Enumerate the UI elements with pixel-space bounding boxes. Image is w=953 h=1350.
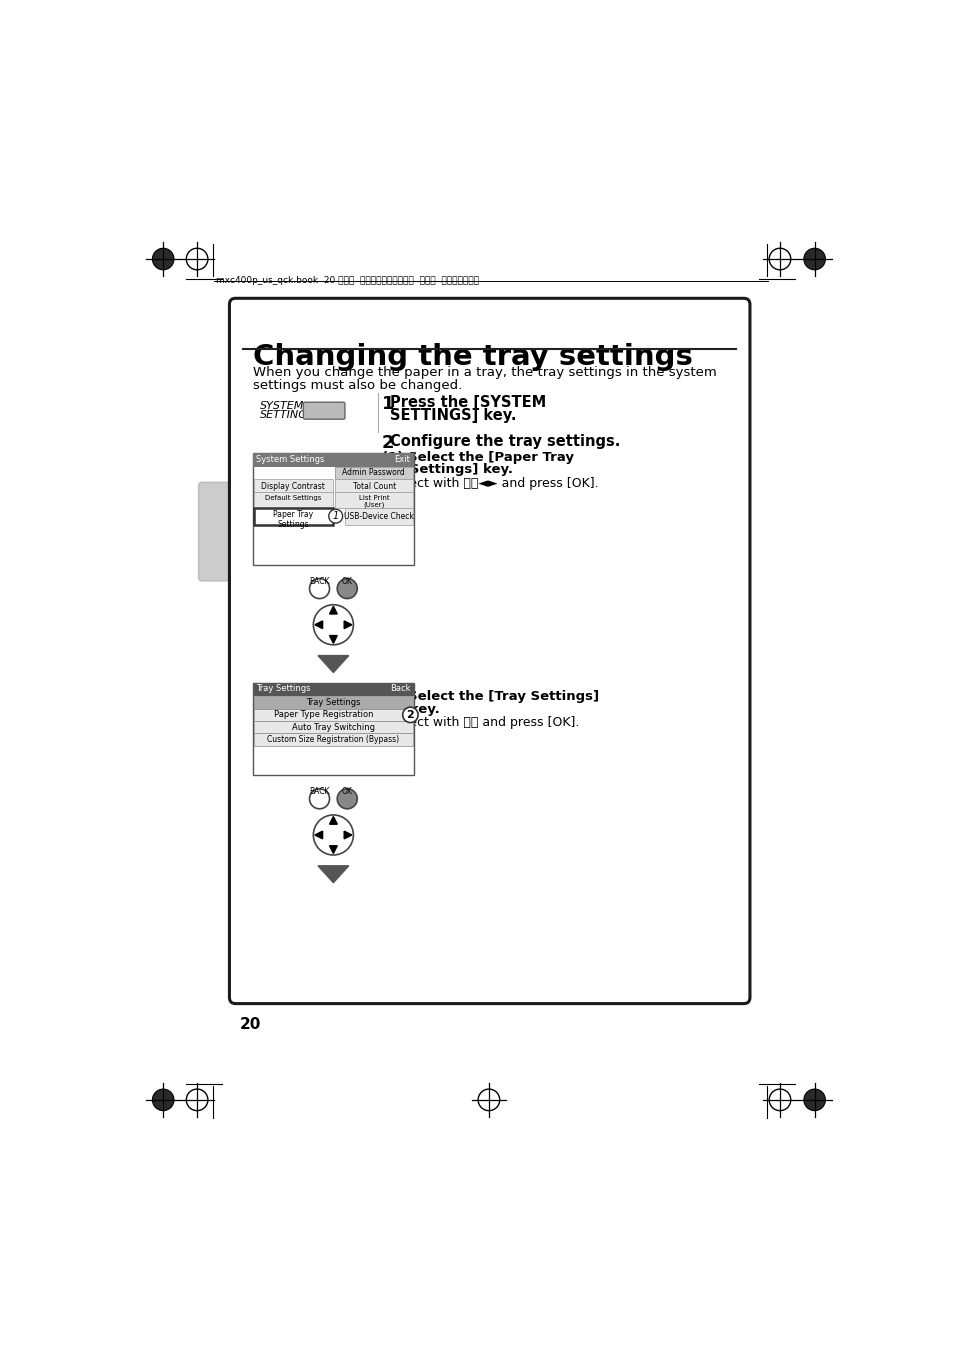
Circle shape: [803, 1089, 824, 1111]
Text: OK: OK: [341, 787, 353, 796]
Text: Select with ⓥⒶ and press [OK].: Select with ⓥⒶ and press [OK].: [389, 717, 578, 729]
Text: Exit: Exit: [395, 455, 410, 463]
Polygon shape: [329, 606, 336, 614]
Text: Configure the tray settings.: Configure the tray settings.: [389, 433, 619, 448]
Text: 2: 2: [381, 433, 394, 452]
Bar: [253, 479, 333, 493]
Text: Select with ⓥⒶ◄► and press [OK].: Select with ⓥⒶ◄► and press [OK].: [389, 477, 598, 490]
Circle shape: [152, 1089, 173, 1111]
Circle shape: [402, 707, 417, 722]
Circle shape: [803, 248, 824, 270]
Text: mxc400p_us_qck.book  20 ページ  ２００９年１０月５日  月曜日  午後３時４２分: mxc400p_us_qck.book 20 ページ ２００９年１０月５日 月曜…: [215, 275, 478, 285]
Text: Total Count: Total Count: [353, 482, 395, 490]
Text: Default Settings: Default Settings: [265, 494, 321, 501]
Circle shape: [309, 788, 329, 809]
Bar: [253, 508, 333, 525]
Polygon shape: [329, 817, 336, 825]
Text: Display Contrast: Display Contrast: [261, 482, 325, 490]
Bar: [253, 454, 414, 467]
Bar: [253, 709, 413, 721]
Bar: [253, 454, 414, 564]
Polygon shape: [314, 832, 322, 838]
Circle shape: [309, 579, 329, 598]
Text: Settings] key.: Settings] key.: [381, 463, 513, 477]
Text: 20: 20: [239, 1017, 260, 1031]
Bar: [253, 697, 413, 709]
Circle shape: [336, 788, 356, 809]
Text: Admin Password: Admin Password: [342, 468, 404, 478]
Circle shape: [152, 248, 173, 270]
FancyBboxPatch shape: [229, 298, 749, 1003]
Bar: [335, 467, 413, 479]
Text: BACK: BACK: [309, 576, 330, 586]
Text: (2) Select the [Tray Settings]: (2) Select the [Tray Settings]: [381, 690, 598, 703]
Text: settings must also be changed.: settings must also be changed.: [253, 379, 461, 391]
Text: Custom Size Registration (Bypass): Custom Size Registration (Bypass): [267, 734, 399, 744]
Bar: [335, 493, 413, 508]
Text: Press the [SYSTEM: Press the [SYSTEM: [389, 396, 545, 410]
Text: 2: 2: [406, 710, 414, 720]
Circle shape: [313, 815, 353, 855]
Text: BACK: BACK: [309, 787, 330, 796]
Polygon shape: [329, 636, 336, 643]
Text: List Print
(User): List Print (User): [358, 494, 389, 508]
Bar: [253, 683, 414, 697]
Text: Auto Tray Switching: Auto Tray Switching: [292, 722, 375, 732]
Circle shape: [329, 509, 342, 524]
Text: When you change the paper in a tray, the tray settings in the system: When you change the paper in a tray, the…: [253, 366, 716, 379]
FancyBboxPatch shape: [198, 482, 245, 580]
Text: (1) Select the [Paper Tray: (1) Select the [Paper Tray: [381, 451, 574, 464]
Bar: [253, 493, 333, 508]
Text: Changing the tray settings: Changing the tray settings: [253, 343, 692, 371]
Text: SETTINGS: SETTINGS: [260, 410, 314, 420]
Text: USB-Device Check: USB-Device Check: [343, 513, 414, 521]
Polygon shape: [317, 656, 349, 672]
Circle shape: [313, 605, 353, 645]
Bar: [253, 721, 413, 733]
Text: 1: 1: [381, 396, 394, 413]
Text: System Settings: System Settings: [256, 455, 324, 463]
Text: Paper Type Registration: Paper Type Registration: [274, 710, 374, 720]
Text: 1: 1: [333, 512, 338, 521]
Text: Back: Back: [390, 684, 410, 693]
Polygon shape: [314, 621, 322, 629]
Text: OK: OK: [341, 576, 353, 586]
Bar: [253, 733, 413, 745]
Text: Tray Settings: Tray Settings: [256, 684, 311, 693]
Polygon shape: [344, 621, 352, 629]
Polygon shape: [317, 865, 349, 883]
Text: Tray Settings: Tray Settings: [306, 698, 360, 707]
Polygon shape: [329, 845, 336, 853]
Bar: [345, 508, 413, 525]
Bar: [335, 479, 413, 493]
Text: Paper Tray
Settings: Paper Tray Settings: [273, 510, 314, 529]
Circle shape: [336, 579, 356, 598]
Text: SYSTEM: SYSTEM: [260, 401, 304, 410]
Bar: [253, 683, 414, 775]
Text: key.: key.: [381, 702, 439, 716]
Text: SETTINGS] key.: SETTINGS] key.: [389, 408, 516, 423]
Polygon shape: [344, 832, 352, 838]
FancyBboxPatch shape: [303, 402, 345, 420]
